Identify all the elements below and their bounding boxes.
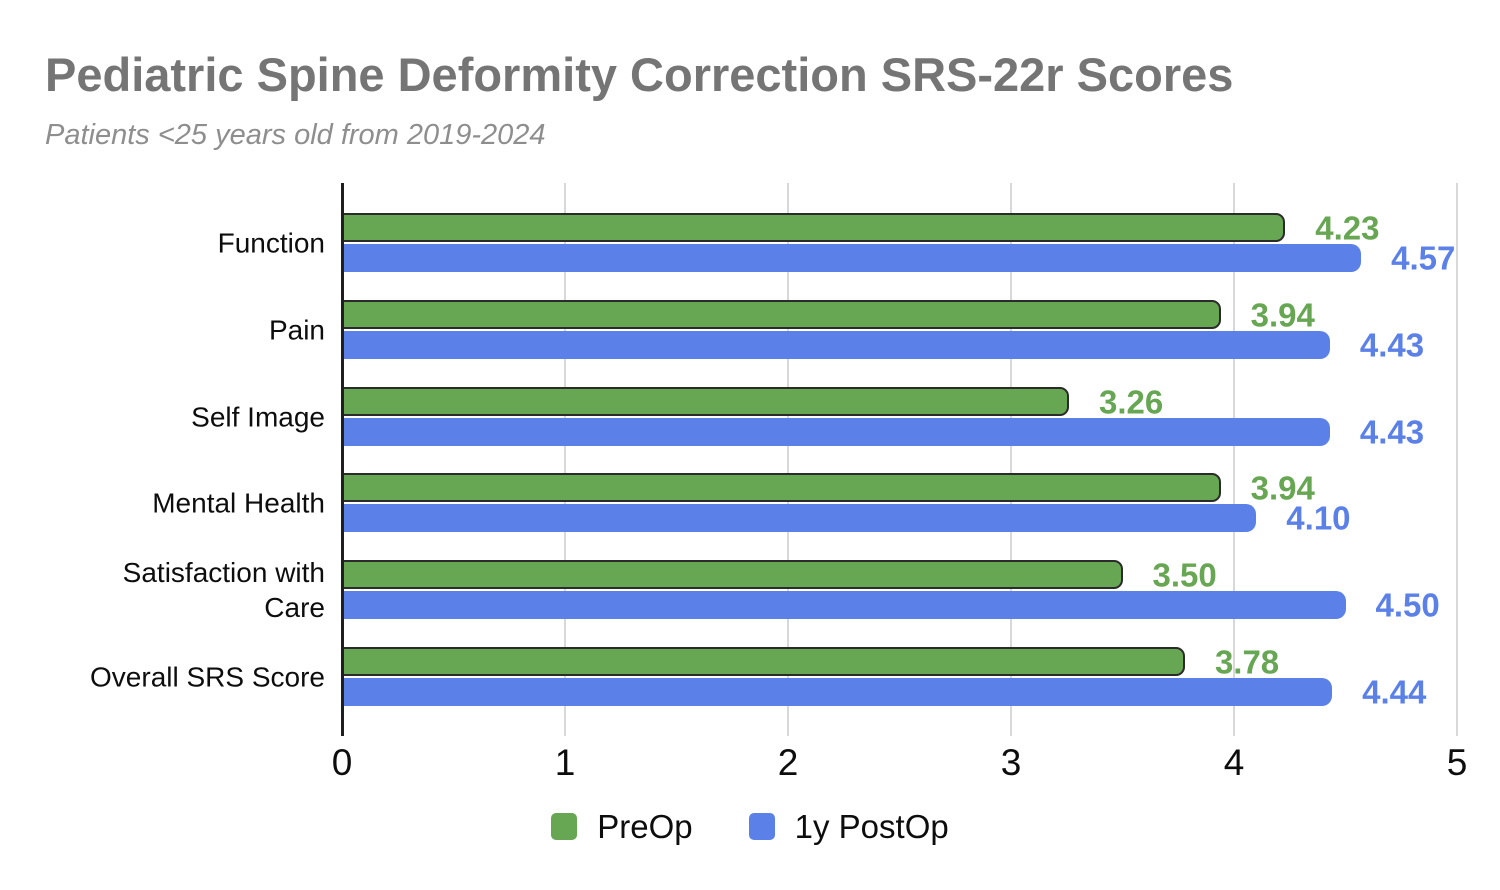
- legend-label-preop: PreOp: [597, 807, 693, 845]
- preop-bar-self-image: [342, 387, 1069, 416]
- 1y-postop-value-label-function: 4.57: [1391, 239, 1456, 277]
- gridline-5: [1456, 183, 1458, 736]
- y-axis-line: [341, 183, 344, 736]
- x-tick-label-5: 5: [1446, 742, 1468, 783]
- 1y-postop-bar-mental-health: [342, 504, 1257, 532]
- 1y-postop-bar-pain: [342, 331, 1330, 359]
- preop-bar-pain: [342, 300, 1221, 329]
- category-label-overall-srs-score: Overall SRS Score: [90, 661, 325, 692]
- category-label-mental-health: Mental Health: [152, 487, 325, 518]
- category-label-self-image: Self Image: [191, 401, 325, 432]
- preop-bar-mental-health: [342, 473, 1221, 502]
- gridline-1: [564, 183, 566, 736]
- category-label-pain: Pain: [268, 314, 325, 345]
- 1y-postop-value-label-pain: 4.43: [1359, 326, 1425, 364]
- preop-value-label-mental-health: 3.94: [1250, 469, 1315, 506]
- gridline-2: [787, 183, 789, 736]
- preop-value-label-overall-srs-score: 3.78: [1214, 643, 1280, 680]
- gridline-4: [1233, 183, 1235, 736]
- legend: PreOp 1y PostOp: [0, 808, 1500, 844]
- 1y-postop-bar-function: [342, 244, 1362, 272]
- legend-item-postop: 1y PostOp: [748, 807, 949, 845]
- chart-subtitle: Patients <25 years old from 2019-2024: [45, 119, 546, 151]
- preop-bar-function: [342, 213, 1286, 242]
- preop-value-label-satisfaction-with-care: 3.50: [1152, 556, 1217, 593]
- preop-value-label-self-image: 3.26: [1098, 383, 1164, 420]
- x-tick-label-0: 0: [331, 742, 353, 783]
- preop-bar-satisfaction-with-care: [342, 560, 1123, 589]
- 1y-postop-value-label-satisfaction-with-care: 4.50: [1375, 586, 1440, 624]
- 1y-postop-value-label-self-image: 4.43: [1359, 413, 1425, 451]
- x-tick-label-2: 2: [777, 742, 799, 783]
- x-tick-label-4: 4: [1223, 742, 1245, 783]
- 1y-postop-bar-self-image: [342, 418, 1330, 446]
- legend-swatch-preop-icon: [551, 812, 578, 840]
- plot-area: 4.23 4.57 3.94 4.43 3.26 4.43 3.94 4.10 3.50 4.50…: [341, 183, 1458, 736]
- category-label-function: Function: [217, 227, 325, 258]
- x-tick-label-1: 1: [554, 742, 576, 783]
- x-tick-label-3: 3: [1000, 742, 1022, 783]
- 1y-postop-value-label-overall-srs-score: 4.44: [1362, 673, 1427, 711]
- legend-swatch-postop-icon: [748, 812, 775, 840]
- legend-label-postop: 1y PostOp: [794, 807, 949, 845]
- gridline-3: [1010, 183, 1012, 736]
- legend-item-preop: PreOp: [551, 807, 693, 845]
- category-label-satisfaction-with-care: Satisfaction with Care: [122, 556, 325, 623]
- 1y-postop-value-label-mental-health: 4.10: [1286, 499, 1351, 537]
- preop-bar-overall-srs-score: [342, 647, 1185, 676]
- 1y-postop-bar-overall-srs-score: [342, 678, 1333, 706]
- preop-value-label-function: 4.23: [1315, 209, 1380, 246]
- 1y-postop-bar-satisfaction-with-care: [342, 591, 1346, 619]
- preop-value-label-pain: 3.94: [1250, 296, 1315, 333]
- chart-title: Pediatric Spine Deformity Correction SRS…: [45, 48, 1234, 101]
